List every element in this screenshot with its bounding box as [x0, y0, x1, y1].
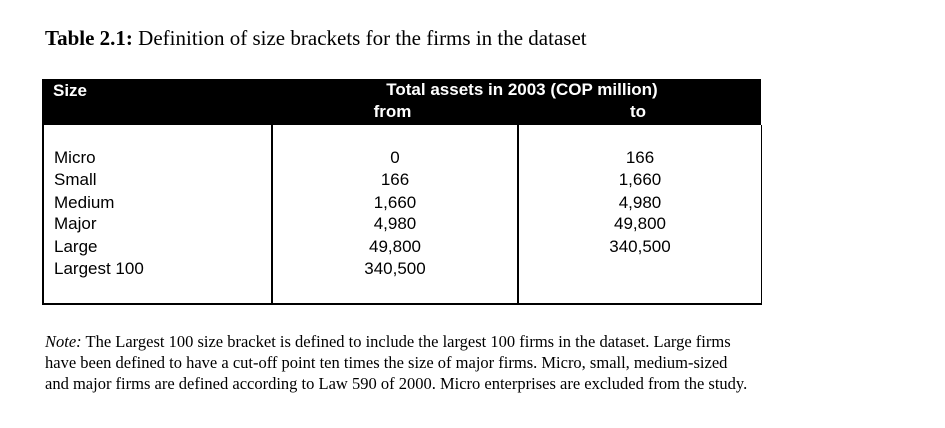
- from-cell: 1,660: [373, 193, 417, 212]
- header-from: from: [373, 102, 412, 121]
- size-cell: Large: [54, 237, 98, 256]
- note-line-2: have been defined to have a cut-off poin…: [45, 353, 728, 372]
- table-header: Size Total assets in 2003 (COP million) …: [42, 79, 761, 125]
- to-cell: 166: [625, 148, 655, 167]
- size-brackets-table: Size Total assets in 2003 (COP million) …: [42, 79, 762, 305]
- header-size: Size: [53, 81, 88, 100]
- table-caption: Table 2.1: Definition of size brackets f…: [45, 24, 587, 52]
- header-total-assets: Total assets in 2003 (COP million): [386, 80, 658, 99]
- note-line-3: and major firms are defined according to…: [45, 374, 748, 393]
- from-cell: 166: [380, 170, 410, 189]
- note-text-1: The Largest 100 size bracket is defined …: [85, 332, 731, 351]
- from-cell: 340,500: [364, 259, 426, 278]
- table-note: Note: The Largest 100 size bracket is de…: [45, 331, 895, 394]
- note-line-1: Note: The Largest 100 size bracket is de…: [45, 331, 895, 352]
- to-cell: 1,660: [618, 170, 662, 189]
- to-cell: 340,500: [609, 237, 671, 256]
- from-cell: 49,800: [369, 237, 421, 256]
- size-column: Micro Small Medium Major Large Largest 1…: [44, 125, 273, 303]
- to-cell: 4,980: [618, 193, 662, 212]
- to-column: 166 1,660 4,980 49,800 340,500: [519, 125, 761, 303]
- size-cell: Major: [54, 214, 97, 233]
- size-cell: Medium: [54, 193, 115, 212]
- from-cell: 0: [390, 148, 400, 167]
- caption-label: Table 2.1:: [45, 26, 133, 50]
- caption-text: Definition of size brackets for the firm…: [138, 26, 587, 50]
- from-column: 0 166 1,660 4,980 49,800 340,500: [273, 125, 519, 303]
- size-cell: Largest 100: [54, 259, 144, 278]
- header-to: to: [629, 102, 647, 121]
- note-label: Note:: [45, 332, 82, 351]
- size-cell: Small: [54, 170, 97, 189]
- to-cell: 49,800: [614, 214, 666, 233]
- to-cell: [519, 258, 761, 280]
- from-cell: 4,980: [373, 214, 417, 233]
- table-body: Micro Small Medium Major Large Largest 1…: [42, 125, 762, 305]
- size-cell: Micro: [54, 148, 96, 167]
